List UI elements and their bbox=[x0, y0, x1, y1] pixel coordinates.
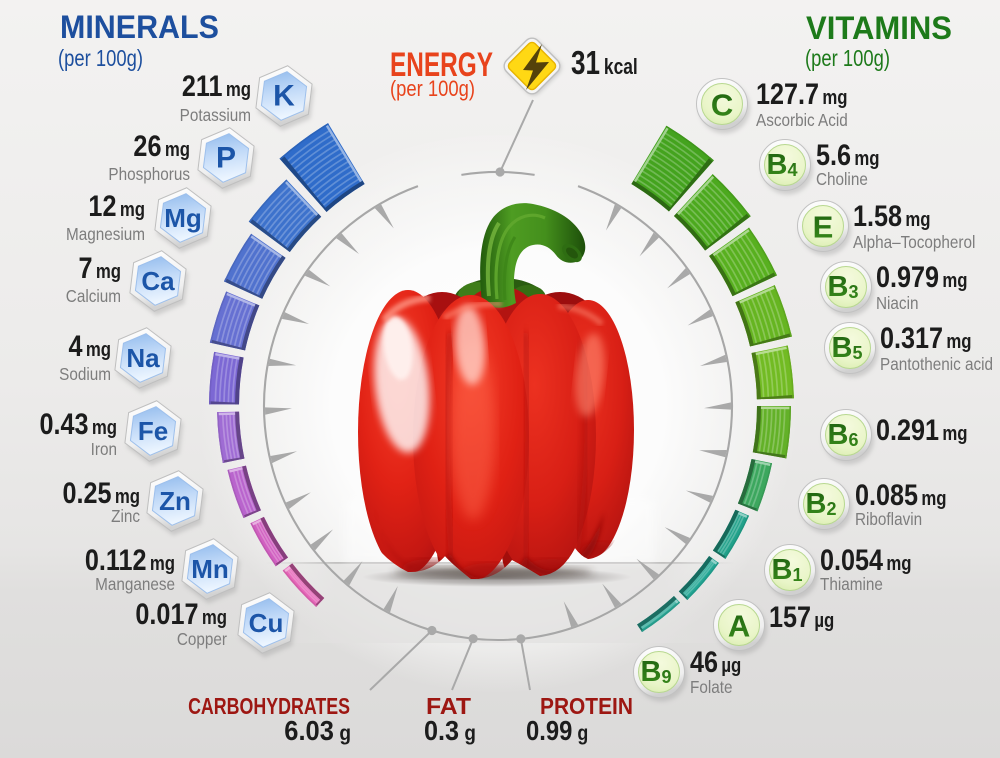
svg-text:Potassium: Potassium bbox=[180, 105, 251, 125]
svg-text:Cu: Cu bbox=[249, 608, 284, 638]
svg-text:(per 100g): (per 100g) bbox=[58, 46, 143, 71]
svg-text:Magnesium: Magnesium bbox=[66, 224, 145, 244]
svg-text:0.99g: 0.99 g bbox=[526, 714, 588, 746]
svg-text:5.6mg: 5.6 mg bbox=[816, 138, 880, 172]
svg-text:Pantothenic acid: Pantothenic acid bbox=[880, 354, 993, 374]
svg-text:Folate: Folate bbox=[690, 677, 732, 697]
svg-text:K: K bbox=[273, 80, 295, 113]
svg-text:E: E bbox=[813, 210, 834, 245]
svg-text:VITAMINS: VITAMINS bbox=[806, 10, 952, 47]
svg-text:C: C bbox=[711, 88, 733, 123]
svg-text:127.7mg: 127.7 mg bbox=[756, 77, 848, 111]
svg-text:Manganese: Manganese bbox=[95, 574, 175, 594]
svg-text:Ca: Ca bbox=[141, 266, 175, 296]
svg-text:(per 100g): (per 100g) bbox=[805, 46, 890, 71]
svg-text:(per 100g): (per 100g) bbox=[390, 78, 475, 102]
svg-text:B1: B1 bbox=[772, 554, 803, 586]
svg-text:ENERGY: ENERGY bbox=[390, 46, 493, 84]
svg-text:Alpha–Tocopherol: Alpha–Tocopherol bbox=[853, 232, 975, 252]
svg-text:Mg: Mg bbox=[164, 203, 202, 233]
svg-text:Fe: Fe bbox=[138, 416, 168, 446]
svg-text:Sodium: Sodium bbox=[59, 364, 111, 384]
svg-text:Choline: Choline bbox=[816, 169, 868, 189]
svg-text:Mn: Mn bbox=[191, 554, 229, 584]
svg-text:CARBOHYDRATES: CARBOHYDRATES bbox=[188, 694, 350, 720]
svg-text:Riboflavin: Riboflavin bbox=[855, 509, 922, 529]
svg-text:PROTEIN: PROTEIN bbox=[540, 693, 633, 719]
svg-text:Zinc: Zinc bbox=[111, 506, 140, 526]
svg-text:Copper: Copper bbox=[177, 629, 228, 649]
svg-text:7mg: 7 mg bbox=[78, 251, 121, 285]
svg-text:Zn: Zn bbox=[159, 486, 191, 516]
svg-text:MINERALS: MINERALS bbox=[60, 9, 219, 45]
svg-text:Na: Na bbox=[126, 343, 160, 373]
svg-text:Ascorbic Acid: Ascorbic Acid bbox=[756, 110, 848, 130]
svg-text:Iron: Iron bbox=[91, 439, 117, 459]
svg-text:Phosphorus: Phosphorus bbox=[108, 164, 190, 184]
svg-text:Thiamine: Thiamine bbox=[820, 574, 883, 594]
svg-text:A: A bbox=[728, 609, 750, 644]
svg-text:FAT: FAT bbox=[426, 694, 471, 720]
svg-text:0.3g: 0.3 g bbox=[424, 715, 476, 747]
svg-text:6.03g: 6.03 g bbox=[284, 715, 351, 746]
svg-text:Calcium: Calcium bbox=[66, 286, 121, 306]
svg-text:Niacin: Niacin bbox=[876, 293, 918, 313]
svg-text:4mg: 4 mg bbox=[68, 329, 111, 363]
svg-text:P: P bbox=[216, 142, 236, 175]
